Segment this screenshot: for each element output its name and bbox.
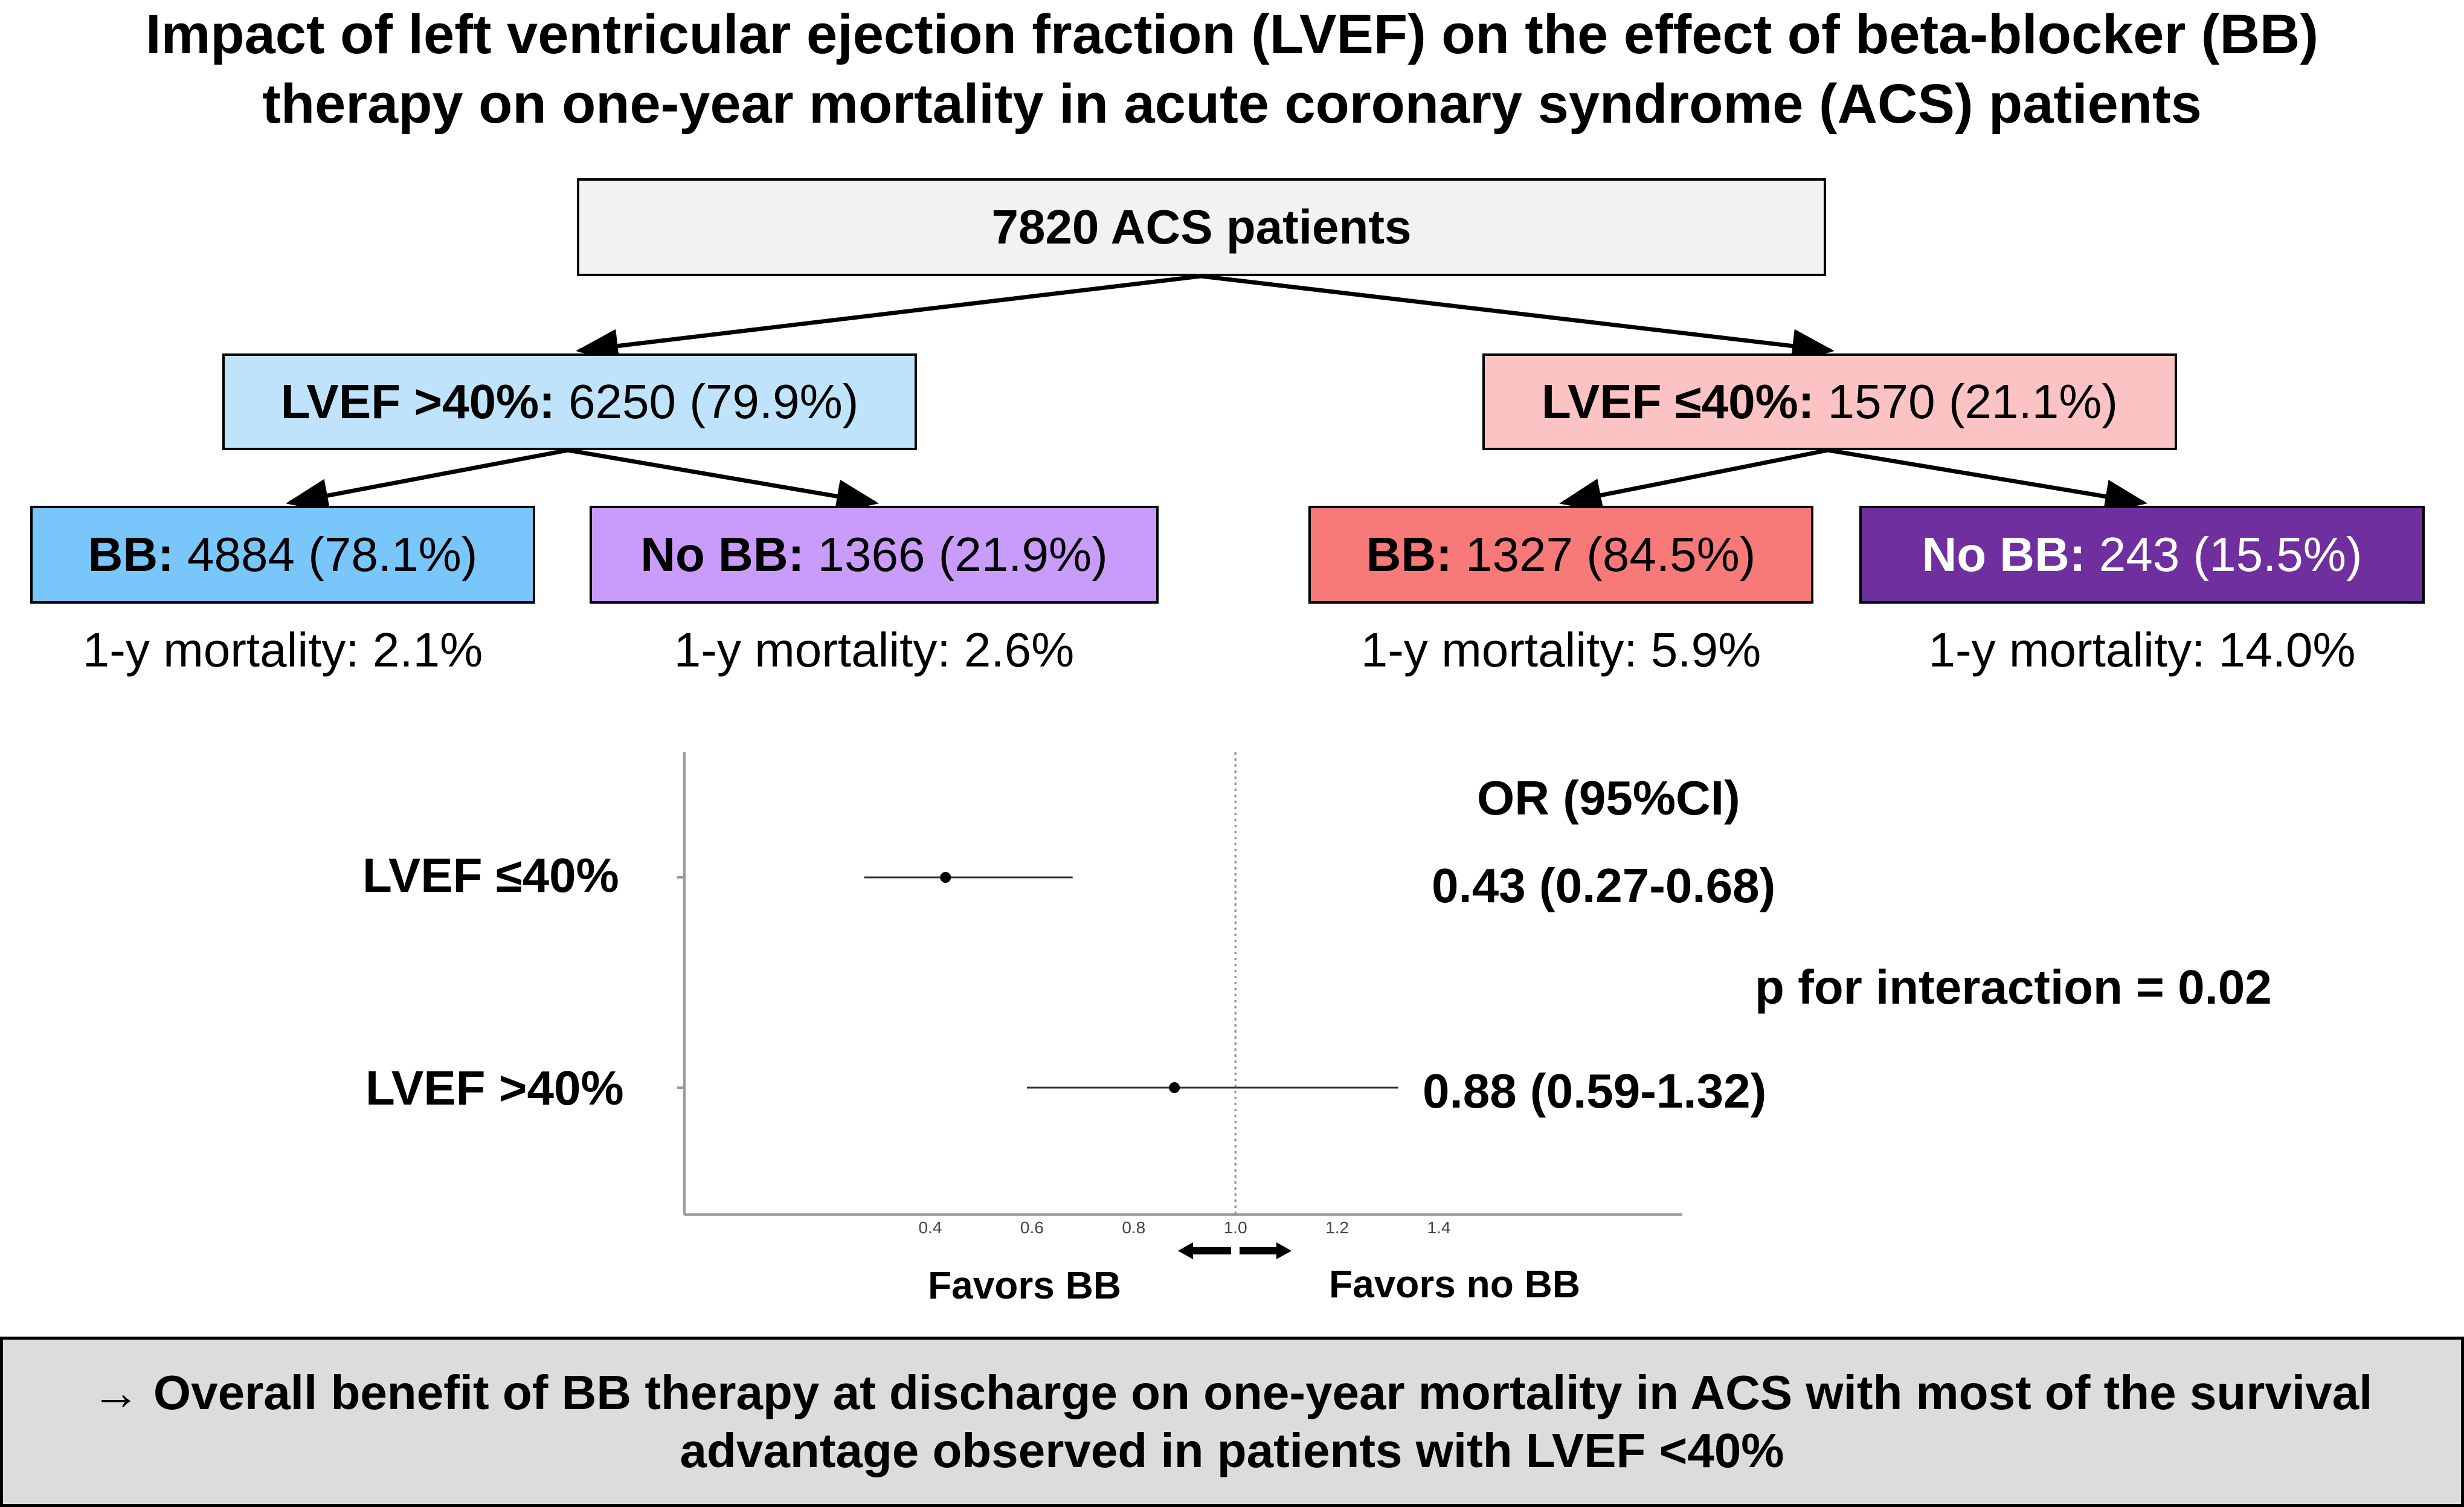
group-box-lvef-le40: LVEF ≤40%: 1570 (21.1%) bbox=[1482, 353, 2177, 450]
arrow-right-to-nobb bbox=[1827, 448, 2147, 514]
subgroup-label: BB: bbox=[88, 528, 174, 581]
group-box-lvef-gt40: LVEF >40%: 6250 (79.9%) bbox=[222, 353, 917, 450]
title-line-2: therapy on one-year mortality in acute c… bbox=[262, 73, 2202, 135]
arrow-right-to-bb bbox=[1559, 448, 1829, 512]
row-label-lvef-gt40: LVEF >40% bbox=[365, 1061, 624, 1115]
mortality-le40-bb: 1-y mortality: 5.9% bbox=[1360, 623, 1761, 677]
interaction-p: p for interaction = 0.02 bbox=[1755, 960, 2272, 1014]
title-line-1: Impact of left ventricular ejection frac… bbox=[146, 4, 2318, 65]
or-value-lvef-le40: 0.43 (0.27-0.68) bbox=[1432, 859, 1776, 912]
favors-no-bb-label: Favors no BB bbox=[1329, 1262, 1581, 1306]
point-estimate bbox=[940, 872, 951, 883]
x-tick-label: 0.6 bbox=[1020, 1218, 1044, 1237]
group-count: 6250 (79.9%) bbox=[568, 375, 859, 428]
x-tick-label: 1.4 bbox=[1427, 1218, 1451, 1237]
subgroup-box-gt40-bb: BB: 4884 (78.1%) bbox=[30, 506, 535, 604]
mortality-le40-nobb: 1-y mortality: 14.0% bbox=[1928, 623, 2356, 677]
or-value-lvef-gt40: 0.88 (0.59-1.32) bbox=[1423, 1064, 1767, 1118]
subgroup-label: No BB: bbox=[640, 528, 805, 581]
subgroup-count: 1327 (84.5%) bbox=[1465, 528, 1756, 581]
arrow-left-to-bb bbox=[286, 448, 568, 512]
x-tick-label: 0.4 bbox=[918, 1218, 942, 1237]
or-header: OR (95%CI) bbox=[1477, 771, 1740, 825]
root-box-label: 7820 ACS patients bbox=[991, 200, 1412, 254]
subgroup-box-le40-nobb: No BB: 243 (15.5%) bbox=[1859, 506, 2425, 604]
x-tick-label: 1.2 bbox=[1325, 1218, 1349, 1237]
arrow-root-to-left bbox=[576, 274, 1201, 363]
conclusion-box: → Overall benefit of BB therapy at disch… bbox=[0, 1337, 2464, 1507]
arrow-root-to-right bbox=[1200, 274, 1835, 363]
subgroup-box-le40-bb: BB: 1327 (84.5%) bbox=[1308, 506, 1813, 604]
favors-bb-label: Favors BB bbox=[928, 1263, 1122, 1307]
favors-right-arrow-head bbox=[1276, 1242, 1292, 1259]
subgroup-count: 243 (15.5%) bbox=[2099, 528, 2363, 581]
row-label-lvef-le40: LVEF ≤40% bbox=[362, 848, 619, 902]
arrow-left-to-nobb bbox=[567, 448, 879, 513]
group-label: LVEF ≤40%: bbox=[1542, 375, 1815, 428]
x-tick-label: 0.8 bbox=[1122, 1218, 1146, 1237]
subgroup-label: BB: bbox=[1366, 528, 1452, 581]
subgroup-box-gt40-nobb: No BB: 1366 (21.9%) bbox=[590, 506, 1159, 604]
conclusion-line-2: advantage observed in patients with LVEF… bbox=[680, 1424, 1784, 1477]
page-title: Impact of left ventricular ejection frac… bbox=[0, 0, 2464, 139]
mortality-gt40-bb: 1-y mortality: 2.1% bbox=[82, 623, 483, 677]
mortality-gt40-nobb: 1-y mortality: 2.6% bbox=[674, 623, 1075, 677]
point-estimate bbox=[1169, 1082, 1180, 1093]
x-tick-label: 1.0 bbox=[1223, 1218, 1247, 1237]
group-count: 1570 (21.1%) bbox=[1827, 375, 2118, 428]
subgroup-count: 1366 (21.9%) bbox=[817, 528, 1108, 581]
root-box: 7820 ACS patients bbox=[577, 178, 1826, 276]
group-label: LVEF >40%: bbox=[280, 375, 555, 428]
subgroup-label: No BB: bbox=[1922, 528, 2086, 581]
subgroup-count: 4884 (78.1%) bbox=[187, 528, 478, 581]
favors-left-arrow-head bbox=[1178, 1242, 1193, 1259]
conclusion-line-1: → Overall benefit of BB therapy at disch… bbox=[91, 1366, 2373, 1419]
